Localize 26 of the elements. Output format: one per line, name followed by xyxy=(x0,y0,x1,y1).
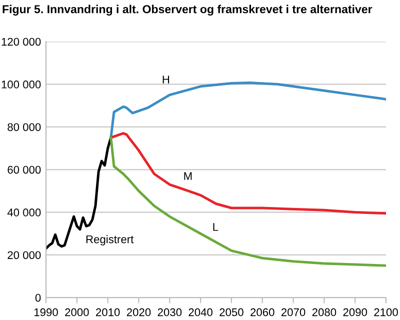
series-label: H xyxy=(162,76,170,84)
y-tick-label: 0 xyxy=(35,294,41,302)
x-tick-label: 2050 xyxy=(220,308,244,316)
x-tick-label: 2010 xyxy=(96,308,120,316)
y-tick-label: 40 000 xyxy=(7,208,41,216)
series-label: L xyxy=(213,223,218,231)
x-tick-label: 2080 xyxy=(312,308,336,316)
x-tick-label: 2030 xyxy=(158,308,182,316)
line-series xyxy=(110,132,386,215)
y-tick-label: 60 000 xyxy=(8,166,41,174)
y-tick-label: 120 000 xyxy=(2,38,41,46)
series-label: Registrert xyxy=(86,235,134,246)
series-label: M xyxy=(184,172,192,180)
x-tick-label: 2090 xyxy=(343,308,368,316)
x-tick-label: 2060 xyxy=(250,308,274,316)
x-tick-label: 2070 xyxy=(281,308,306,316)
x-tick-label: 1990 xyxy=(34,308,58,316)
line-series xyxy=(110,82,386,139)
x-tick-label: 2000 xyxy=(65,308,89,316)
y-tick-label: 20 000 xyxy=(8,251,41,260)
x-tick-label: 2020 xyxy=(126,308,151,316)
x-tick-label: 2040 xyxy=(188,308,212,316)
chart-title: Figur 5. Innvandring i alt. Observert og framskrevet i tre alternativer xyxy=(2,4,372,16)
x-tick-label: 2100 xyxy=(374,308,398,316)
y-tick-label: 80 000 xyxy=(8,123,41,132)
y-tick-label: 100 000 xyxy=(2,80,41,88)
